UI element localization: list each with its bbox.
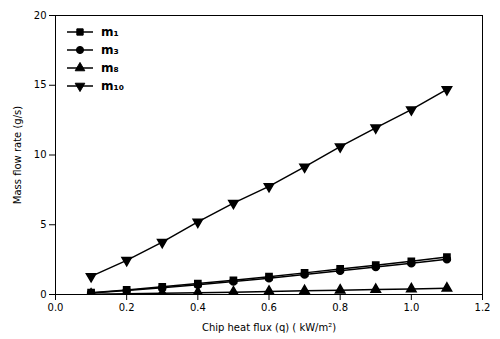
html-text:m₁: m₁: [101, 25, 119, 39]
svg-text:Chip heat flux (q) ( kW/m²): Chip heat flux (q) ( kW/m²): [202, 322, 336, 333]
svg-text:0.4: 0.4: [190, 302, 206, 313]
svg-text:0.8: 0.8: [332, 302, 348, 313]
svg-text:Mass flow rate (g/s): Mass flow rate (g/s): [12, 106, 23, 204]
svg-text:15: 15: [34, 79, 47, 90]
svg-text:10: 10: [34, 149, 47, 160]
html-text:m₈: m₈: [101, 61, 119, 75]
svg-text:0.0: 0.0: [48, 302, 64, 313]
svg-text:1.0: 1.0: [403, 302, 419, 313]
html-text:m₃: m₃: [101, 43, 119, 57]
svg-text:1.2: 1.2: [475, 302, 491, 313]
html-text:m₁₀: m₁₀: [101, 79, 124, 93]
svg-text:20: 20: [34, 10, 47, 21]
svg-text:5: 5: [40, 219, 46, 230]
svg-text:0.6: 0.6: [261, 302, 277, 313]
svg-text:0.2: 0.2: [119, 302, 135, 313]
svg-text:0: 0: [40, 289, 46, 300]
